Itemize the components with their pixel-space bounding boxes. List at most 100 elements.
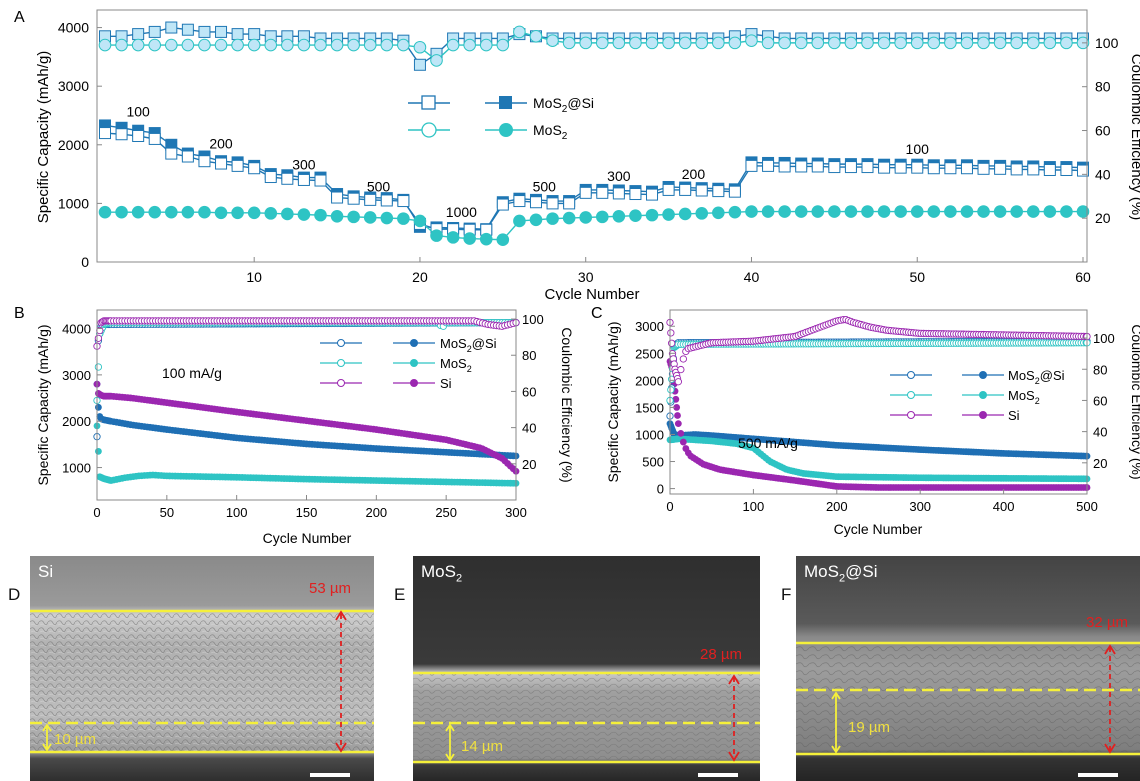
chart-c-point [737,338,745,346]
chart-c-point [722,439,730,446]
chart-b-point [294,439,302,447]
chart-b-point [327,317,336,325]
chart-c-point [942,484,950,491]
chart-c-point [789,333,798,341]
chart-c-point [669,373,677,381]
chart-c-point [727,338,735,346]
chart-b-point [138,422,146,430]
chart-a-point [231,28,244,41]
chart-b-point [182,401,190,409]
chart-b-point [241,317,249,325]
chart-b-point [383,317,392,325]
chart-c-point [1015,484,1023,491]
chart-b-point [104,417,112,425]
chart-c-y2-label: Coulombic Efficiency (%) [1129,324,1140,479]
chart-b-point [347,422,355,430]
chart-b-point [372,317,380,325]
chart-b-point [395,429,403,437]
chart-c-point [1083,475,1091,483]
chart-a-point [297,173,310,186]
chart-c-point [814,324,823,332]
chart-c-point [732,338,740,347]
chart-c-point [732,440,740,447]
chart-c-point [1067,484,1075,491]
chart-c-point [932,446,940,454]
chart-b-y-label: Specific Capacity (mAh/g) [35,324,51,485]
chart-c-point [729,439,737,447]
chart-c-point [912,338,920,346]
chart-c-point [772,437,780,444]
chart-b-point [280,414,288,422]
chart-b-point [121,420,129,428]
chart-c-point [709,339,718,347]
chart-c-point [754,338,763,347]
chart-c-point [1082,452,1090,460]
chart-b-point [322,441,330,449]
chart-c-point [982,330,990,339]
chart-b-point [302,319,311,327]
chart-b-point [286,415,294,423]
chart-c-point [960,484,967,491]
chart-c-point [857,338,865,346]
chart-b-point [339,317,347,325]
chart-c-point [974,330,983,339]
chart-b-series [93,380,520,460]
chart-a-point [314,174,327,187]
chart-c-point [668,384,676,392]
chart-c-point [962,330,970,338]
chart-b-y-tick-label: 4000 [62,322,91,337]
chart-c-point [684,344,692,353]
chart-b-point [453,319,461,327]
chart-c-point [940,484,947,491]
chart-c-point [674,420,682,428]
chart-b-point [459,317,467,325]
chart-b-point [353,319,361,328]
chart-c-point [952,474,960,482]
chart-a-point [911,161,924,174]
chart-a-x-tick-label: 40 [744,269,760,285]
chart-c-point [1059,339,1068,347]
chart-b-point [325,319,333,328]
chart-c-point [689,340,698,348]
chart-c-point [947,338,955,346]
chart-b-point [478,319,487,327]
chart-c-point [1080,332,1088,341]
chart-c-series [666,339,1091,405]
chart-b-point [412,431,419,439]
chart-c-point [1055,484,1063,491]
chart-c-point [729,433,737,441]
chart-b-point [364,444,372,452]
chart-b-point [105,319,114,327]
chart-b-point [98,323,107,332]
chart-c-point [724,439,732,447]
chart-c-point [729,340,738,348]
chart-b-point [166,472,174,480]
chart-c-point [780,464,787,472]
chart-b-point [478,319,487,327]
chart-b-point [409,431,417,439]
chart-c-point [805,470,812,478]
chart-b-point [213,473,221,481]
chart-c-point [1037,484,1045,491]
chart-c-point [755,448,762,456]
chart-b-point [481,450,489,458]
chart-c-point [907,484,915,491]
chart-b-point [428,478,436,486]
chart-b-point [230,473,238,481]
chart-c-point [1010,450,1018,458]
chart-b-point [395,477,403,485]
chart-b-point [369,317,378,325]
chart-c-point [877,325,885,333]
chart-c-point [673,341,681,350]
chart-b-point [121,319,129,327]
chart-c-point [767,338,775,347]
chart-b-point [328,420,336,428]
chart-a-point [165,147,178,160]
chart-b-point [437,448,444,456]
chart-c-point [952,484,960,491]
chart-c-point [1019,337,1028,346]
chart-c-point [1032,331,1040,340]
chart-c-point [1060,475,1068,483]
chart-b-point [470,319,478,327]
chart-c-point [917,338,925,346]
